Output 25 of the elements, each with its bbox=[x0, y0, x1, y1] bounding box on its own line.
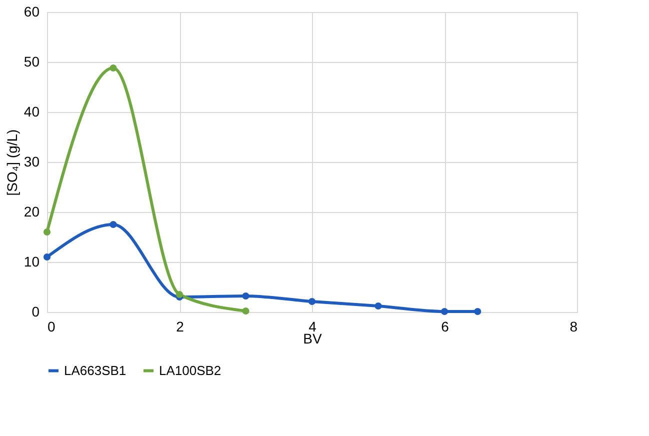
point bbox=[176, 290, 184, 298]
point bbox=[242, 307, 250, 315]
x-tick-label: 0 bbox=[48, 318, 56, 334]
y-tick-label: 20 bbox=[24, 204, 40, 220]
point bbox=[110, 220, 117, 228]
y-tick-label: 10 bbox=[24, 254, 40, 270]
point bbox=[474, 308, 482, 316]
x-tick-label: 6 bbox=[441, 318, 450, 334]
y-tick-label: 0 bbox=[32, 304, 40, 320]
y-tick-label: 50 bbox=[24, 54, 40, 70]
point bbox=[242, 292, 250, 300]
point bbox=[43, 228, 51, 236]
point bbox=[110, 64, 117, 72]
legend-label: LA663SB1 bbox=[64, 362, 126, 378]
point bbox=[374, 302, 382, 310]
y-tick-label: 40 bbox=[24, 104, 40, 120]
y-axis-title: [SO₄] (g/L) bbox=[4, 129, 20, 196]
y-tick-label: 60 bbox=[24, 4, 40, 20]
point bbox=[43, 253, 51, 261]
x-tick-label: 8 bbox=[570, 318, 578, 334]
point bbox=[440, 308, 448, 316]
point bbox=[308, 298, 316, 306]
legend-label: LA100SB2 bbox=[159, 362, 222, 378]
x-tick-label: 2 bbox=[176, 318, 184, 334]
y-tick-label: 30 bbox=[24, 154, 40, 170]
